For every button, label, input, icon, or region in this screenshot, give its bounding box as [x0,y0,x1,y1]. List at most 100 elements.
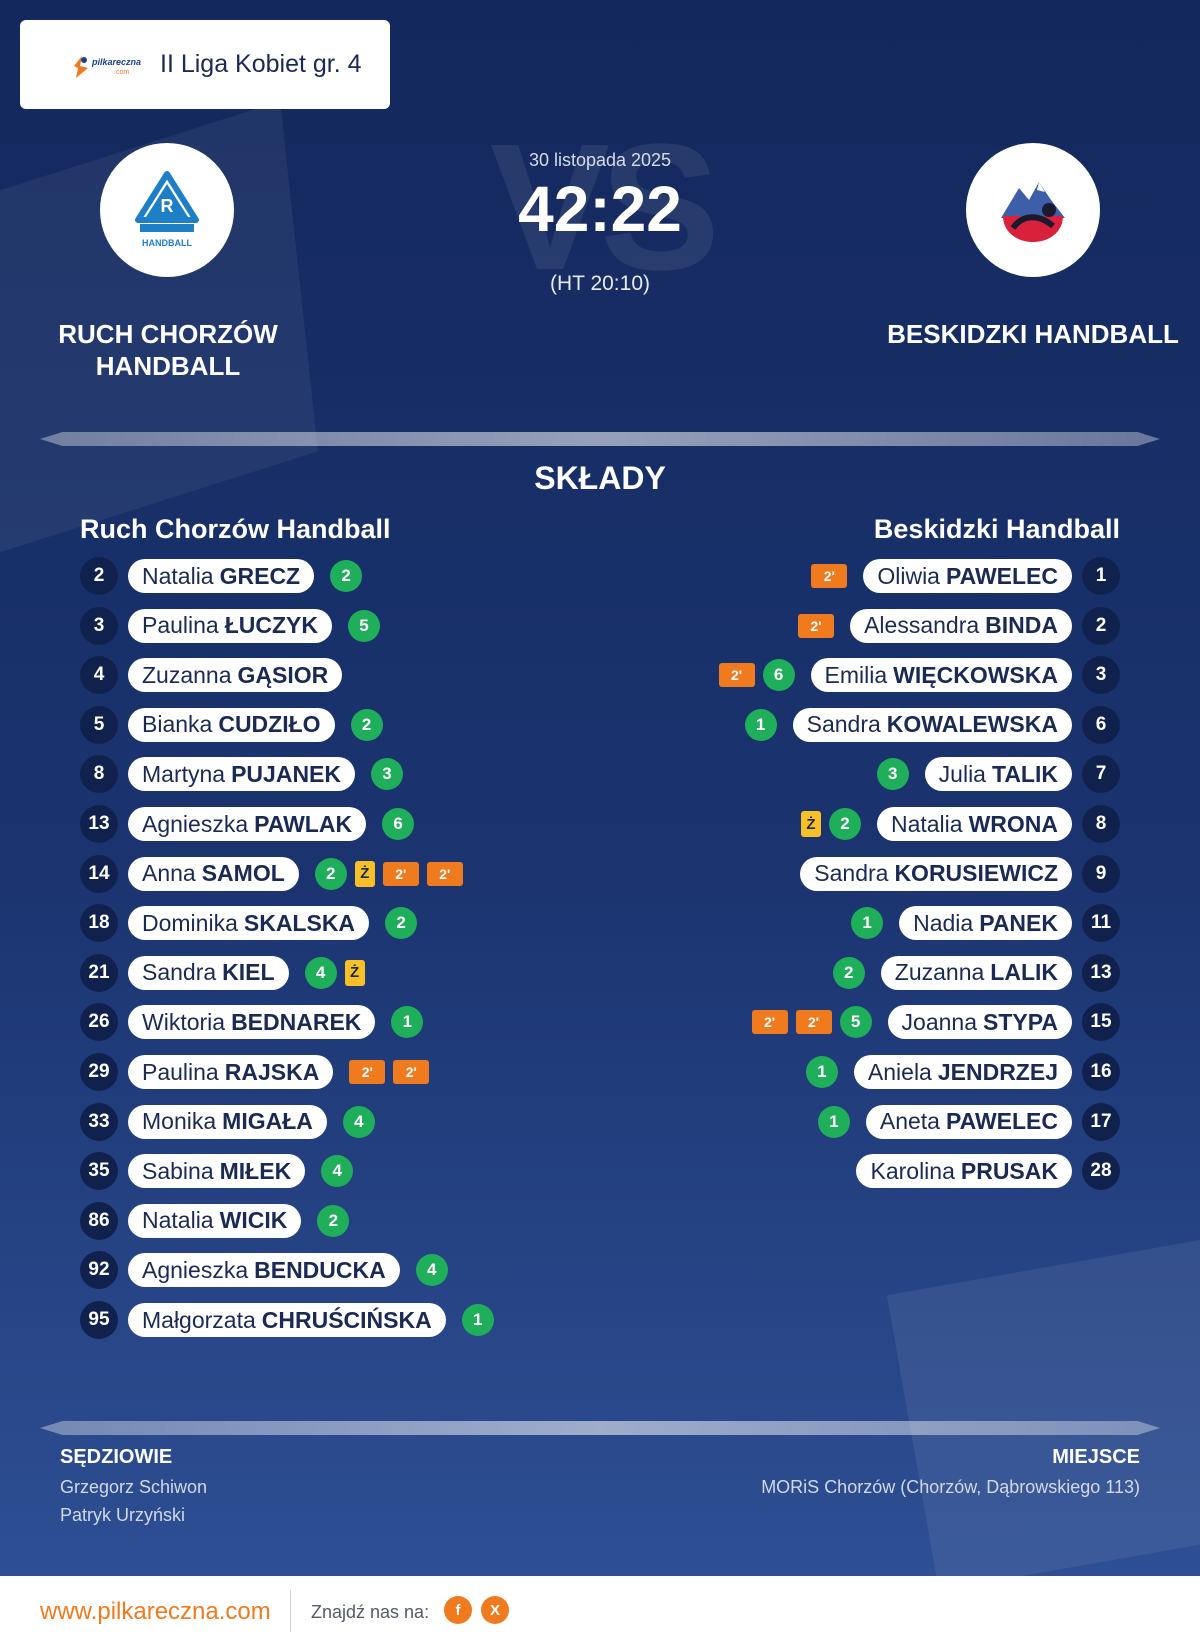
beskidzki-crest-icon [1001,182,1065,242]
player-last-name: JENDRZEJ [937,1058,1058,1085]
player-number: 8 [80,755,118,794]
player-name: Aneta PAWELEC [865,1104,1072,1139]
site-link[interactable]: www.pilkareczna.com [40,1598,271,1625]
player-name: Sandra KORUSIEWICZ [800,856,1072,891]
player-row: 95 Małgorzata CHRUŚCIŃSKA 1 [80,1301,494,1339]
player-last-name: PANEK [979,909,1058,936]
player-name: Anna SAMOL [128,856,299,891]
suspension-badge: 2' [795,1010,832,1035]
player-row: 7 Julia TALIK 3 [876,755,1120,794]
player-row: 16 Aniela JENDRZEJ 1 [805,1053,1120,1091]
player-number: 14 [80,854,118,893]
divider [40,1421,1160,1435]
player-number: 9 [1082,854,1120,893]
player-number: 28 [1082,1152,1120,1191]
venue-label: MIEJSCE [1052,1446,1140,1468]
player-first-name: Agnieszka [142,1256,249,1283]
player-events: 2 [832,956,865,989]
league-badge: pilkareczna .com II Liga Kobiet gr. 4 [20,20,390,109]
player-first-name: Paulina [142,612,219,639]
player-number: 4 [80,656,118,695]
player-name: Sandra KIEL [128,955,289,990]
player-events: 2' [798,613,835,638]
player-first-name: Julia [938,760,986,787]
player-first-name: Bianka [142,711,213,738]
decorative-shape [886,1229,1200,1576]
away-team-crest [966,143,1100,277]
player-events: 1 [851,907,884,940]
player-name: Oliwia PAWELEC [863,559,1072,593]
player-number: 18 [80,904,118,943]
player-events: 2 [330,560,363,592]
player-first-name: Zuzanna [142,661,232,688]
lineups-title: SKŁADY [534,460,666,496]
player-row: 11 Nadia PANEK 1 [851,904,1120,943]
player-name: Sandra KOWALEWSKA [792,707,1072,742]
yellow-card-icon: Ż [354,860,375,887]
player-row: 29 Paulina RAJSKA 2' 2' [80,1053,430,1091]
player-events: 1 [805,1056,838,1088]
player-number: 3 [1082,656,1120,695]
suspension-badge: 2' [751,1010,788,1035]
player-first-name: Paulina [142,1058,219,1085]
footer: www.pilkareczna.com Znajdź nas na: f X [0,1576,1200,1646]
player-name: Karolina PRUSAK [856,1154,1072,1189]
player-first-name: Natalia [142,562,214,589]
player-last-name: BINDA [985,612,1058,639]
match-date: 30 listopada 2025 [528,150,672,170]
x-icon[interactable]: X [481,1596,509,1624]
player-events: 6 [382,808,415,840]
goals-badge: 2 [828,808,861,840]
player-events: 1 [817,1105,850,1138]
player-last-name: PAWELEC [945,1108,1058,1135]
player-first-name: Natalia [142,1207,214,1234]
player-row: 2 Natalia GRECZ 2 [80,557,363,595]
yellow-card-icon: Ż [344,959,365,986]
player-number: 15 [1082,1003,1120,1042]
goals-badge: 3 [876,758,909,791]
player-name: Paulina RAJSKA [128,1055,334,1089]
player-number: 92 [80,1251,118,1290]
player-name: Julia TALIK [924,757,1072,792]
player-last-name: MIŁEK [219,1157,292,1184]
player-row: 5 Bianka CUDZIŁO 2 [80,705,383,744]
goals-badge: 1 [851,907,884,940]
footer-separator [290,1590,291,1632]
player-first-name: Sabina [142,1157,214,1184]
player-row: 15 Joanna STYPA 5 2' 2' [751,1003,1120,1042]
player-last-name: CHRUŚCIŃSKA [261,1306,432,1333]
player-number: 86 [80,1201,118,1240]
goals-badge: 4 [342,1105,375,1138]
player-last-name: WRONA [968,810,1058,837]
player-last-name: STYPA [983,1008,1058,1035]
player-first-name: Sandra [142,959,217,986]
facebook-icon[interactable]: f [444,1596,472,1624]
player-row: 14 Anna SAMOL 2 Ż 2' 2' [80,854,463,893]
player-last-name: PUJANEK [231,760,342,787]
player-first-name: Agnieszka [142,810,249,837]
player-last-name: CUDZIŁO [218,711,321,738]
player-name: Agnieszka PAWLAK [128,807,367,841]
player-name: Zuzanna GĄSIOR [128,658,343,693]
player-number: 1 [1082,557,1120,595]
goals-badge: 4 [415,1254,448,1287]
player-last-name: KORUSIEWICZ [894,860,1058,887]
player-number: 26 [80,1003,118,1042]
player-row: 26 Wiktoria BEDNAREK 1 [80,1003,424,1042]
site-logo-text: pilkareczna [91,57,141,67]
player-first-name: Małgorzata [142,1306,256,1333]
home-team-crest: R HANDBALL [100,143,234,277]
player-name: Nadia PANEK [899,906,1072,941]
referees-label: SĘDZIOWIE [60,1446,173,1468]
player-events: 2 Ż 2' 2' [314,857,463,890]
player-last-name: LALIK [990,959,1058,986]
player-name: Paulina ŁUCZYK [128,608,333,643]
player-row: 35 Sabina MIŁEK 4 [80,1152,354,1191]
player-events: 2' [811,564,848,588]
vs-watermark: VS [489,107,720,308]
player-row: 6 Sandra KOWALEWSKA 1 [744,705,1120,744]
goals-badge: 4 [321,1155,354,1188]
player-first-name: Anna [142,860,196,887]
goals-badge: 6 [762,659,795,692]
player-events: 2 [317,1204,350,1237]
